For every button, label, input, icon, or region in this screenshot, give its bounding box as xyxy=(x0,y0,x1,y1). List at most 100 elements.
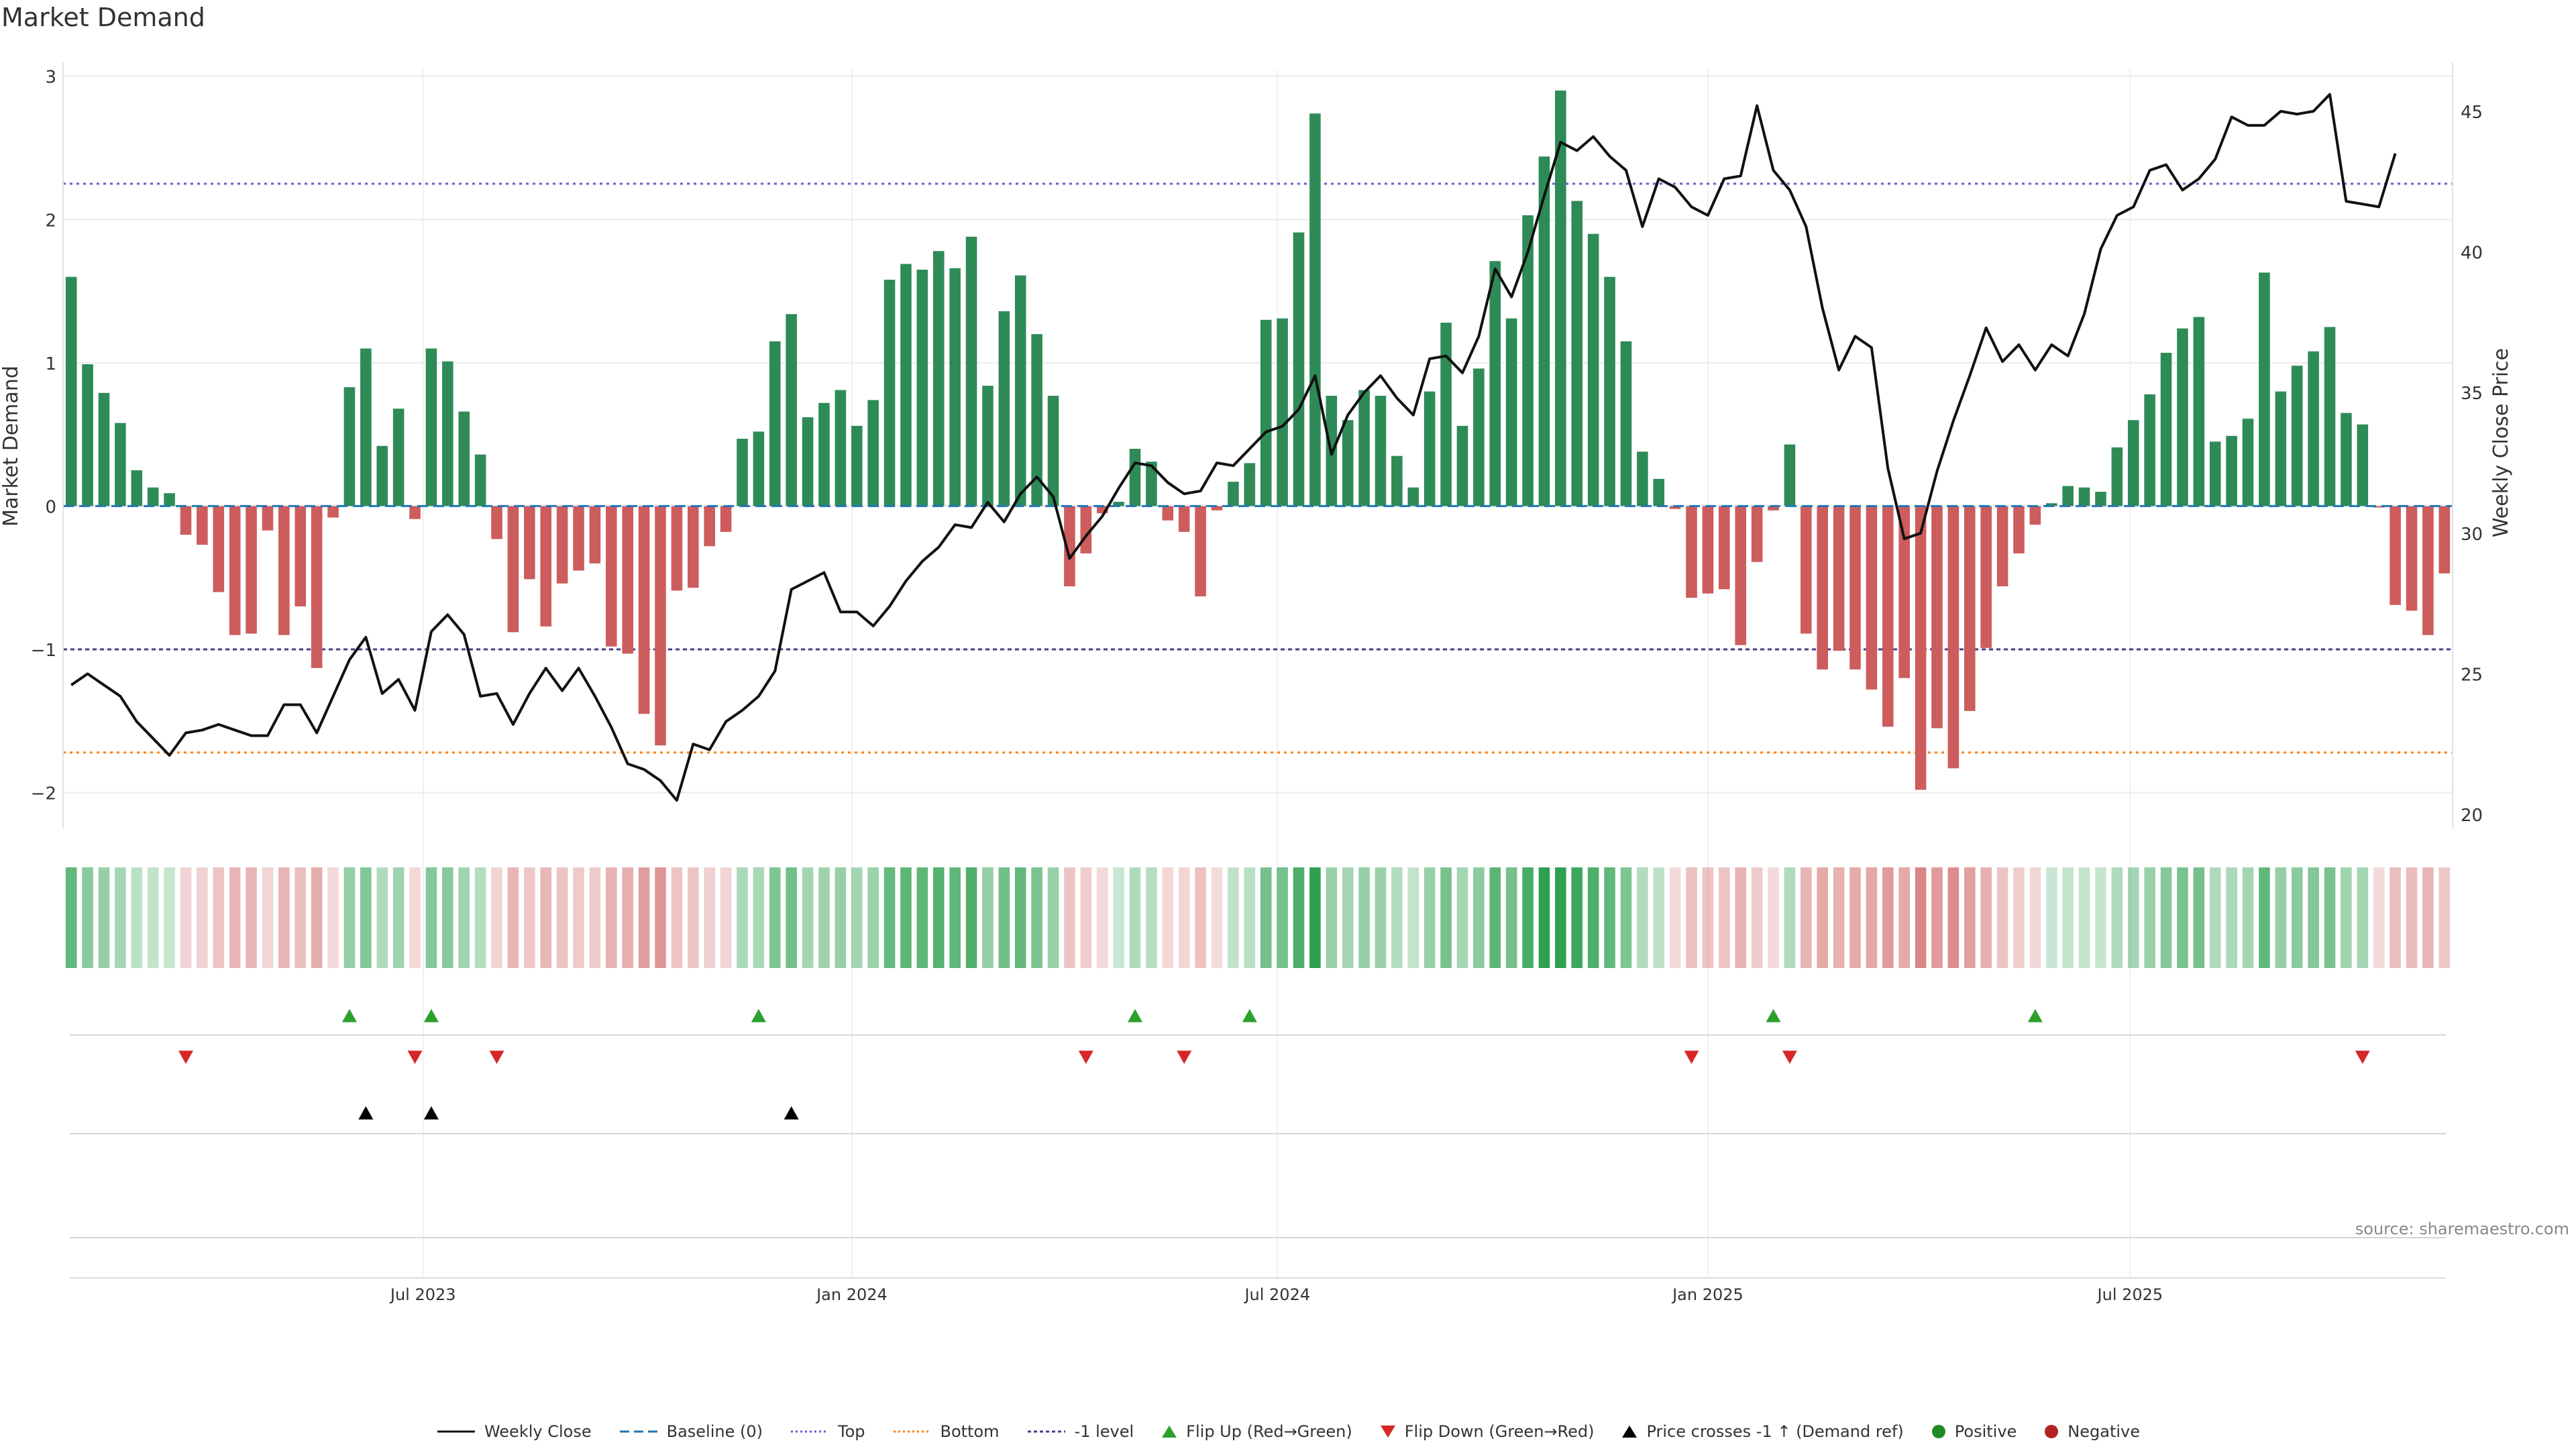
heat-cell xyxy=(1653,867,1665,968)
flip-up-marker xyxy=(1128,1009,1143,1022)
heat-cell xyxy=(278,867,290,968)
heat-cell xyxy=(474,867,486,968)
demand-bar xyxy=(213,506,225,592)
demand-bar xyxy=(262,506,274,531)
heat-cell xyxy=(2144,867,2155,968)
heat-cell xyxy=(82,867,93,968)
heat-cell xyxy=(573,867,584,968)
heat-cell xyxy=(1801,867,1812,968)
heat-cell xyxy=(1571,867,1583,968)
demand-bar xyxy=(180,506,192,535)
legend-weekly-close: Weekly Close xyxy=(436,1422,592,1441)
demand-bar xyxy=(932,251,945,506)
heat-cell xyxy=(1146,867,1157,968)
demand-bar xyxy=(2406,506,2418,611)
y2-tick-label: 45 xyxy=(2461,103,2483,123)
heat-cell xyxy=(213,867,225,968)
heat-cell xyxy=(311,867,323,968)
demand-bar xyxy=(524,506,535,580)
demand-bar xyxy=(294,506,307,606)
dashed-line-icon xyxy=(619,1430,657,1433)
demand-bar xyxy=(835,390,847,506)
demand-bar xyxy=(2013,506,2025,553)
demand-bar xyxy=(769,341,781,506)
demand-bar xyxy=(802,417,814,506)
demand-bar xyxy=(2029,506,2041,525)
demand-bar xyxy=(1064,506,1075,587)
heat-cell xyxy=(1833,867,1845,968)
heat-cell xyxy=(2127,867,2139,968)
heat-cell xyxy=(1996,867,2008,968)
demand-bar xyxy=(246,506,257,634)
demand-bar xyxy=(687,506,699,588)
demand-bar xyxy=(1309,113,1321,506)
dotted-line-icon xyxy=(791,1430,828,1433)
heat-cell xyxy=(180,867,192,968)
heat-cell xyxy=(1096,867,1108,968)
heat-cell xyxy=(491,867,502,968)
y-tick-label: 0 xyxy=(45,497,56,517)
demand-bar xyxy=(867,400,879,506)
heat-cell xyxy=(835,867,847,968)
heat-cell xyxy=(376,867,388,968)
legend-flip-down: Flip Down (Green→Red) xyxy=(1379,1422,1594,1441)
x-tick-label: Jan 2025 xyxy=(1671,1285,1743,1304)
demand-bar xyxy=(1391,455,1403,506)
demand-bar xyxy=(1129,449,1141,506)
heat-cell xyxy=(229,867,241,968)
flip-up-marker xyxy=(1242,1009,1257,1022)
demand-bar xyxy=(2438,506,2451,574)
demand-bar xyxy=(1571,201,1583,506)
demand-bar xyxy=(2095,492,2106,506)
demand-bar xyxy=(1342,420,1354,506)
demand-bar xyxy=(1980,506,1992,648)
demand-bar xyxy=(1538,156,1550,506)
heat-cell xyxy=(1686,867,1697,968)
demand-bar xyxy=(1505,318,1517,506)
demand-bar xyxy=(1719,506,1730,590)
heat-cell xyxy=(2111,867,2123,968)
demand-bar xyxy=(2045,503,2057,506)
heat-cell xyxy=(360,867,372,968)
demand-bar xyxy=(229,506,241,635)
demand-bar xyxy=(556,506,568,584)
demand-bar xyxy=(115,423,126,506)
demand-bar xyxy=(1047,395,1059,506)
heat-cell xyxy=(655,867,666,968)
demand-bar xyxy=(851,425,863,506)
heat-cell xyxy=(2209,867,2221,968)
demand-bar xyxy=(2209,441,2221,506)
demand-bar xyxy=(65,276,77,506)
demand-bars xyxy=(63,91,2453,790)
heat-cell xyxy=(1505,867,1517,968)
y2-tick-label: 40 xyxy=(2461,244,2483,264)
demand-bar xyxy=(737,439,748,506)
heat-cell xyxy=(769,867,781,968)
heat-cell xyxy=(131,867,143,968)
heat-cell xyxy=(1702,867,1714,968)
demand-heatstrip xyxy=(65,867,2451,968)
weekly-close-line xyxy=(70,93,2397,802)
heat-cell xyxy=(1358,867,1370,968)
flip-down-marker xyxy=(407,1051,423,1064)
legend-top: Top xyxy=(790,1422,865,1441)
demand-bar xyxy=(1375,395,1387,506)
heat-cell xyxy=(1866,867,1878,968)
demand-bar xyxy=(1882,506,1894,727)
heat-cell xyxy=(1947,867,1960,968)
demand-bar xyxy=(720,506,732,532)
heat-cell xyxy=(1407,867,1419,968)
demand-bar xyxy=(82,364,93,506)
demand-bar xyxy=(2242,419,2254,506)
demand-bar xyxy=(606,506,617,647)
heat-cell xyxy=(2324,867,2336,968)
reference-lines xyxy=(63,182,2453,754)
line-swatch-icon xyxy=(437,1430,475,1433)
demand-bar xyxy=(1866,506,1878,690)
legend: Weekly Close Baseline (0) Top Bottom -1 … xyxy=(0,1422,2576,1441)
demand-bar xyxy=(2078,487,2090,506)
dotted-line-icon xyxy=(1027,1430,1065,1433)
heat-cell xyxy=(2291,867,2303,968)
price-cross-marker xyxy=(358,1106,374,1120)
heat-cell xyxy=(737,867,748,968)
